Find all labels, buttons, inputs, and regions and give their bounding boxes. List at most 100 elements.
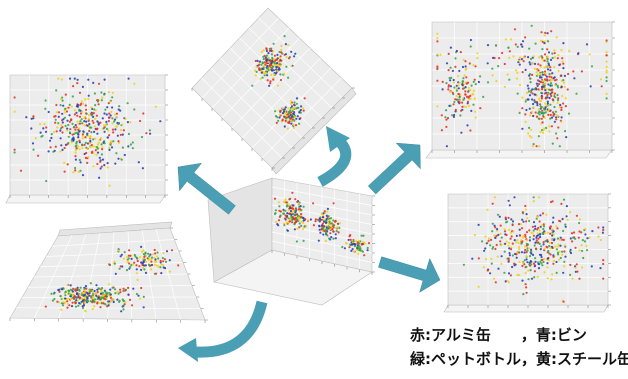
data-point bbox=[132, 263, 135, 266]
data-point bbox=[543, 257, 546, 261]
data-point bbox=[325, 224, 328, 227]
data-point bbox=[152, 253, 155, 256]
data-point bbox=[100, 287, 104, 290]
data-point bbox=[258, 68, 261, 72]
data-point bbox=[324, 221, 328, 224]
data-point bbox=[132, 287, 135, 290]
data-point bbox=[518, 248, 521, 251]
data-point bbox=[67, 123, 70, 127]
data-point bbox=[285, 201, 288, 204]
data-point bbox=[78, 296, 81, 299]
data-point bbox=[328, 237, 331, 240]
data-point bbox=[292, 204, 295, 207]
data-point bbox=[528, 61, 531, 64]
data-point bbox=[505, 233, 508, 237]
data-point bbox=[543, 79, 546, 83]
data-point bbox=[136, 278, 139, 281]
data-point bbox=[260, 71, 264, 74]
data-point bbox=[153, 263, 156, 266]
data-point bbox=[330, 236, 333, 239]
data-point bbox=[88, 123, 91, 126]
data-point bbox=[73, 109, 76, 112]
data-point bbox=[499, 240, 502, 243]
data-point bbox=[296, 227, 299, 230]
data-point bbox=[549, 232, 552, 235]
data-point bbox=[445, 82, 448, 85]
data-point bbox=[292, 217, 295, 220]
data-point bbox=[528, 126, 531, 129]
data-point bbox=[514, 252, 517, 256]
data-point bbox=[269, 82, 272, 85]
data-point bbox=[274, 212, 277, 215]
data-point bbox=[477, 80, 480, 84]
data-point bbox=[542, 227, 545, 231]
data-point bbox=[329, 232, 332, 235]
data-point bbox=[84, 141, 87, 144]
data-point bbox=[168, 259, 171, 262]
data-point bbox=[286, 113, 289, 116]
data-point bbox=[558, 250, 561, 253]
data-point bbox=[436, 37, 439, 40]
data-point bbox=[536, 104, 539, 107]
data-point bbox=[452, 78, 455, 82]
data-point bbox=[66, 127, 69, 130]
data-point bbox=[75, 147, 78, 150]
data-point bbox=[284, 116, 287, 119]
data-point bbox=[142, 306, 145, 309]
data-point bbox=[564, 255, 567, 258]
data-point bbox=[317, 239, 320, 242]
data-point bbox=[601, 231, 605, 234]
panel-upper-left-points bbox=[13, 77, 162, 187]
data-point bbox=[557, 86, 560, 89]
data-point bbox=[72, 287, 75, 290]
data-point bbox=[96, 127, 99, 130]
data-point bbox=[558, 258, 561, 261]
data-point bbox=[287, 217, 290, 220]
data-point bbox=[564, 105, 568, 108]
data-point bbox=[55, 103, 58, 107]
data-point bbox=[143, 268, 146, 271]
data-point bbox=[284, 106, 287, 109]
data-point bbox=[62, 118, 65, 121]
data-point bbox=[508, 78, 511, 81]
data-point bbox=[569, 273, 572, 276]
data-point bbox=[545, 213, 548, 216]
data-point bbox=[131, 141, 134, 144]
data-point bbox=[541, 109, 544, 112]
data-point bbox=[78, 91, 82, 94]
data-point bbox=[83, 143, 86, 146]
data-point bbox=[472, 103, 475, 106]
data-point bbox=[115, 112, 118, 115]
data-point bbox=[119, 133, 122, 136]
data-point bbox=[278, 68, 281, 71]
panel-top-middle bbox=[191, 7, 357, 175]
data-point bbox=[538, 145, 541, 148]
data-point bbox=[550, 125, 554, 128]
data-point bbox=[484, 235, 487, 238]
panel-lower-right-points bbox=[462, 196, 605, 303]
data-point bbox=[84, 136, 87, 139]
data-point bbox=[528, 74, 531, 77]
data-point bbox=[54, 115, 57, 118]
data-point bbox=[530, 128, 533, 131]
data-point bbox=[550, 241, 554, 245]
data-point bbox=[545, 104, 548, 107]
data-point bbox=[137, 294, 140, 297]
arrow-to-upper-left bbox=[177, 162, 236, 215]
data-point bbox=[531, 62, 534, 65]
data-point bbox=[522, 60, 525, 63]
data-point bbox=[55, 130, 58, 133]
data-point bbox=[318, 228, 321, 231]
data-point bbox=[469, 38, 472, 42]
data-point bbox=[60, 144, 63, 147]
data-point bbox=[261, 76, 264, 79]
data-point bbox=[548, 125, 551, 128]
data-point bbox=[108, 100, 112, 103]
data-point bbox=[544, 89, 547, 92]
data-point bbox=[568, 211, 572, 214]
data-point bbox=[531, 225, 535, 228]
data-point bbox=[466, 124, 469, 127]
data-point bbox=[275, 220, 278, 224]
data-point bbox=[136, 257, 139, 260]
data-point bbox=[140, 286, 143, 290]
